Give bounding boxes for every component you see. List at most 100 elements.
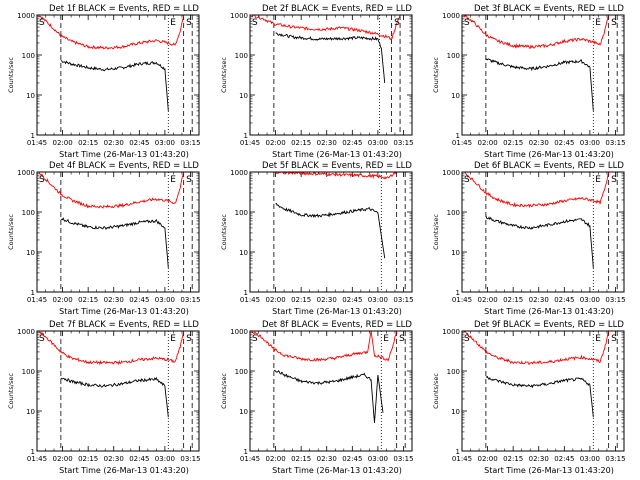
- panel-5: Det 5f BLACK = Events, RED = LLD Counts/s…: [220, 161, 414, 316]
- x-tick-label: 01:45: [452, 296, 472, 304]
- y-tick-label: 1: [244, 132, 248, 140]
- y-tick-label: 1: [456, 448, 460, 456]
- y-tick-label: 1: [244, 448, 248, 456]
- x-axis-label: Start Time (26-Mar-13 01:43:20): [59, 150, 189, 159]
- end-s-marker-label: S: [611, 334, 617, 344]
- y-tick-label: 1000: [230, 328, 248, 336]
- start-marker-label: S: [252, 18, 258, 28]
- x-tick-label: 02:45: [554, 296, 574, 304]
- y-axis-label: Counts/sec: [432, 57, 440, 93]
- x-axis-label: Start Time (26-Mar-13 01:43:20): [272, 466, 402, 475]
- end-s-marker-label: S: [186, 18, 192, 28]
- y-axis-label: Counts/sec: [432, 214, 440, 250]
- plot-frame: [461, 330, 625, 452]
- end-marker-label: E: [170, 334, 176, 344]
- start-marker-label: S: [39, 175, 45, 185]
- x-axis-label: Start Time (26-Mar-13 01:43:20): [484, 150, 614, 159]
- x-tick-label: 02:00: [265, 296, 285, 304]
- y-tick-label: 10: [451, 408, 460, 416]
- panel-title: Det 6f BLACK = Events, RED = LLD: [474, 161, 624, 171]
- start-marker-label: S: [252, 334, 258, 344]
- x-tick-label: 03:00: [368, 139, 388, 147]
- end-s-marker-label: S: [186, 334, 192, 344]
- x-tick-label: 01:45: [240, 455, 260, 463]
- events-series-line: [275, 203, 386, 259]
- x-tick-label: 02:00: [52, 296, 72, 304]
- x-tick-label: 02:30: [317, 455, 337, 463]
- x-tick-label: 02:30: [317, 139, 337, 147]
- lld-series-line: [38, 331, 185, 366]
- x-tick-label: 03:00: [580, 296, 600, 304]
- x-tick-label: 02:45: [554, 455, 574, 463]
- x-tick-label: 03:15: [605, 455, 625, 463]
- y-tick-label: 10: [239, 249, 248, 257]
- x-tick-label: 02:15: [503, 455, 523, 463]
- x-tick-label: 02:00: [477, 296, 497, 304]
- end-marker-label: E: [383, 334, 389, 344]
- end-s-marker-label: S: [186, 175, 192, 185]
- x-tick-label: 02:45: [554, 139, 574, 147]
- x-axis-label: Start Time (26-Mar-13 01:43:20): [59, 307, 189, 316]
- x-tick-label: 02:30: [104, 296, 124, 304]
- panel-2: Det 2f BLACK = Events, RED = LLD Counts/s…: [220, 4, 414, 159]
- y-tick-label: 1000: [17, 328, 35, 336]
- x-tick-label: 03:00: [155, 296, 175, 304]
- events-series-line: [60, 217, 169, 268]
- plot-frame: [249, 14, 413, 136]
- x-tick-label: 03:00: [580, 139, 600, 147]
- x-tick-label: 01:45: [27, 296, 47, 304]
- y-axis-label: Counts/sec: [432, 373, 440, 409]
- events-series-line: [60, 60, 169, 111]
- x-tick-label: 02:45: [129, 455, 149, 463]
- start-marker-label: S: [464, 175, 470, 185]
- lld-series-line: [251, 331, 398, 362]
- events-series-line: [273, 369, 384, 424]
- x-tick-label: 02:45: [129, 296, 149, 304]
- data-area: [38, 331, 185, 418]
- x-axis-label: Start Time (26-Mar-13 01:43:20): [484, 466, 614, 475]
- lld-series-line: [463, 331, 610, 365]
- y-axis-label: Counts/sec: [7, 214, 15, 250]
- y-tick-label: 10: [239, 92, 248, 100]
- panel-1: Det 1f BLACK = Events, RED = LLD Counts/s…: [7, 4, 201, 159]
- y-tick-label: 100: [447, 368, 460, 376]
- y-tick-label: 1000: [442, 169, 460, 177]
- x-tick-label: 02:15: [503, 139, 523, 147]
- lld-series-line: [463, 172, 610, 209]
- end-marker-label: E: [595, 334, 601, 344]
- y-tick-label: 1: [31, 289, 35, 297]
- x-tick-label: 02:45: [342, 139, 362, 147]
- data-area: [251, 331, 398, 424]
- x-tick-label: 03:15: [393, 139, 413, 147]
- lld-series-line: [38, 15, 185, 50]
- x-tick-label: 02:45: [129, 139, 149, 147]
- panel-7: Det 7f BLACK = Events, RED = LLD Counts/s…: [7, 320, 201, 475]
- y-tick-label: 100: [22, 209, 35, 217]
- y-tick-label: 100: [22, 368, 35, 376]
- x-tick-label: 01:45: [27, 455, 47, 463]
- end-s-marker-label: S: [399, 334, 405, 344]
- x-axis-label: Start Time (26-Mar-13 01:43:20): [484, 307, 614, 316]
- x-tick-label: 01:45: [240, 139, 260, 147]
- y-tick-label: 1: [456, 132, 460, 140]
- x-tick-label: 02:15: [78, 139, 98, 147]
- events-series-line: [275, 32, 386, 84]
- start-marker-label: S: [39, 18, 45, 28]
- y-tick-label: 100: [447, 52, 460, 60]
- panel-title: Det 7f BLACK = Events, RED = LLD: [49, 320, 199, 330]
- events-series-line: [485, 215, 594, 268]
- x-axis-label: Start Time (26-Mar-13 01:43:20): [272, 307, 402, 316]
- start-marker-label: S: [464, 18, 470, 28]
- x-tick-label: 03:00: [155, 139, 175, 147]
- events-series-line: [485, 375, 594, 418]
- events-series-line: [485, 58, 594, 111]
- lld-series-line: [38, 172, 185, 209]
- panel-title: Det 9f BLACK = Events, RED = LLD: [474, 320, 624, 330]
- y-tick-label: 1000: [442, 328, 460, 336]
- events-series-line: [60, 376, 169, 418]
- y-tick-label: 1: [244, 289, 248, 297]
- x-tick-label: 02:00: [265, 139, 285, 147]
- end-s-marker-label: S: [611, 175, 617, 185]
- x-tick-label: 02:15: [291, 139, 311, 147]
- x-axis-label: Start Time (26-Mar-13 01:43:20): [59, 466, 189, 475]
